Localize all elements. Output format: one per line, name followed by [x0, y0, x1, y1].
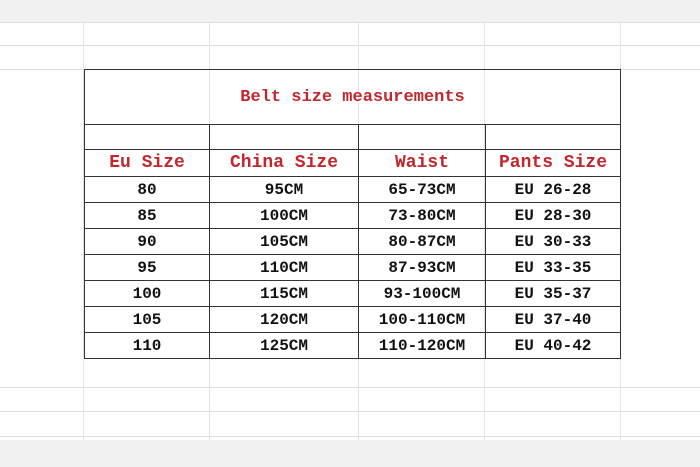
- table-cell[interactable]: 120CM: [209, 306, 359, 333]
- table-title[interactable]: Belt size measurements: [84, 69, 621, 125]
- table-row: 90 105CM 80-87CM EU 30-33: [84, 228, 621, 255]
- cell[interactable]: [209, 124, 359, 150]
- table-cell[interactable]: 105: [84, 306, 210, 333]
- table-cell[interactable]: EU 33-35: [485, 254, 621, 281]
- spreadsheet-top-band: [0, 0, 700, 22]
- table-cell[interactable]: 125CM: [209, 332, 359, 359]
- cell[interactable]: [84, 124, 210, 150]
- cell[interactable]: [358, 124, 486, 150]
- table-cell[interactable]: 80: [84, 176, 210, 203]
- header-china-size[interactable]: China Size: [209, 149, 359, 177]
- table-cell[interactable]: 100-110CM: [358, 306, 486, 333]
- table-cell[interactable]: 80-87CM: [358, 228, 486, 255]
- cell[interactable]: [485, 124, 621, 150]
- header-row: Eu Size China Size Waist Pants Size: [84, 149, 621, 177]
- table-cell[interactable]: EU 40-42: [485, 332, 621, 359]
- table-cell[interactable]: 65-73CM: [358, 176, 486, 203]
- header-pants-size[interactable]: Pants Size: [485, 149, 621, 177]
- table-cell[interactable]: 110CM: [209, 254, 359, 281]
- table-cell[interactable]: 73-80CM: [358, 202, 486, 229]
- table-cell[interactable]: EU 37-40: [485, 306, 621, 333]
- table-cell[interactable]: 110-120CM: [358, 332, 486, 359]
- table-cell[interactable]: 95CM: [209, 176, 359, 203]
- table-cell[interactable]: 105CM: [209, 228, 359, 255]
- table-row: 80 95CM 65-73CM EU 26-28: [84, 176, 621, 203]
- table-row: 110 125CM 110-120CM EU 40-42: [84, 332, 621, 359]
- gridline: [0, 45, 700, 46]
- table-cell[interactable]: EU 26-28: [485, 176, 621, 203]
- table-row: 85 100CM 73-80CM EU 28-30: [84, 202, 621, 229]
- table-cell[interactable]: EU 28-30: [485, 202, 621, 229]
- table-cell[interactable]: 95: [84, 254, 210, 281]
- table-cell[interactable]: 115CM: [209, 280, 359, 307]
- gridline: [0, 436, 700, 437]
- gridline: [620, 22, 621, 440]
- header-eu-size[interactable]: Eu Size: [84, 149, 210, 177]
- table-row: 100 115CM 93-100CM EU 35-37: [84, 280, 621, 307]
- table-row: 105 120CM 100-110CM EU 37-40: [84, 306, 621, 333]
- table-cell[interactable]: 93-100CM: [358, 280, 486, 307]
- gridline: [0, 387, 700, 388]
- gridline: [0, 22, 700, 23]
- table-cell[interactable]: EU 30-33: [485, 228, 621, 255]
- table-cell[interactable]: EU 35-37: [485, 280, 621, 307]
- spreadsheet-bottom-band: [0, 440, 700, 467]
- table-cell[interactable]: 87-93CM: [358, 254, 486, 281]
- belt-size-table: Belt size measurements Eu Size China Siz…: [84, 69, 621, 359]
- table-cell[interactable]: 85: [84, 202, 210, 229]
- table-cell[interactable]: 110: [84, 332, 210, 359]
- gridline: [0, 411, 700, 412]
- table-row: 95 110CM 87-93CM EU 33-35: [84, 254, 621, 281]
- table-cell[interactable]: 100CM: [209, 202, 359, 229]
- gridline: [83, 22, 84, 440]
- table-cell[interactable]: 100: [84, 280, 210, 307]
- table-cell[interactable]: 90: [84, 228, 210, 255]
- header-waist[interactable]: Waist: [358, 149, 486, 177]
